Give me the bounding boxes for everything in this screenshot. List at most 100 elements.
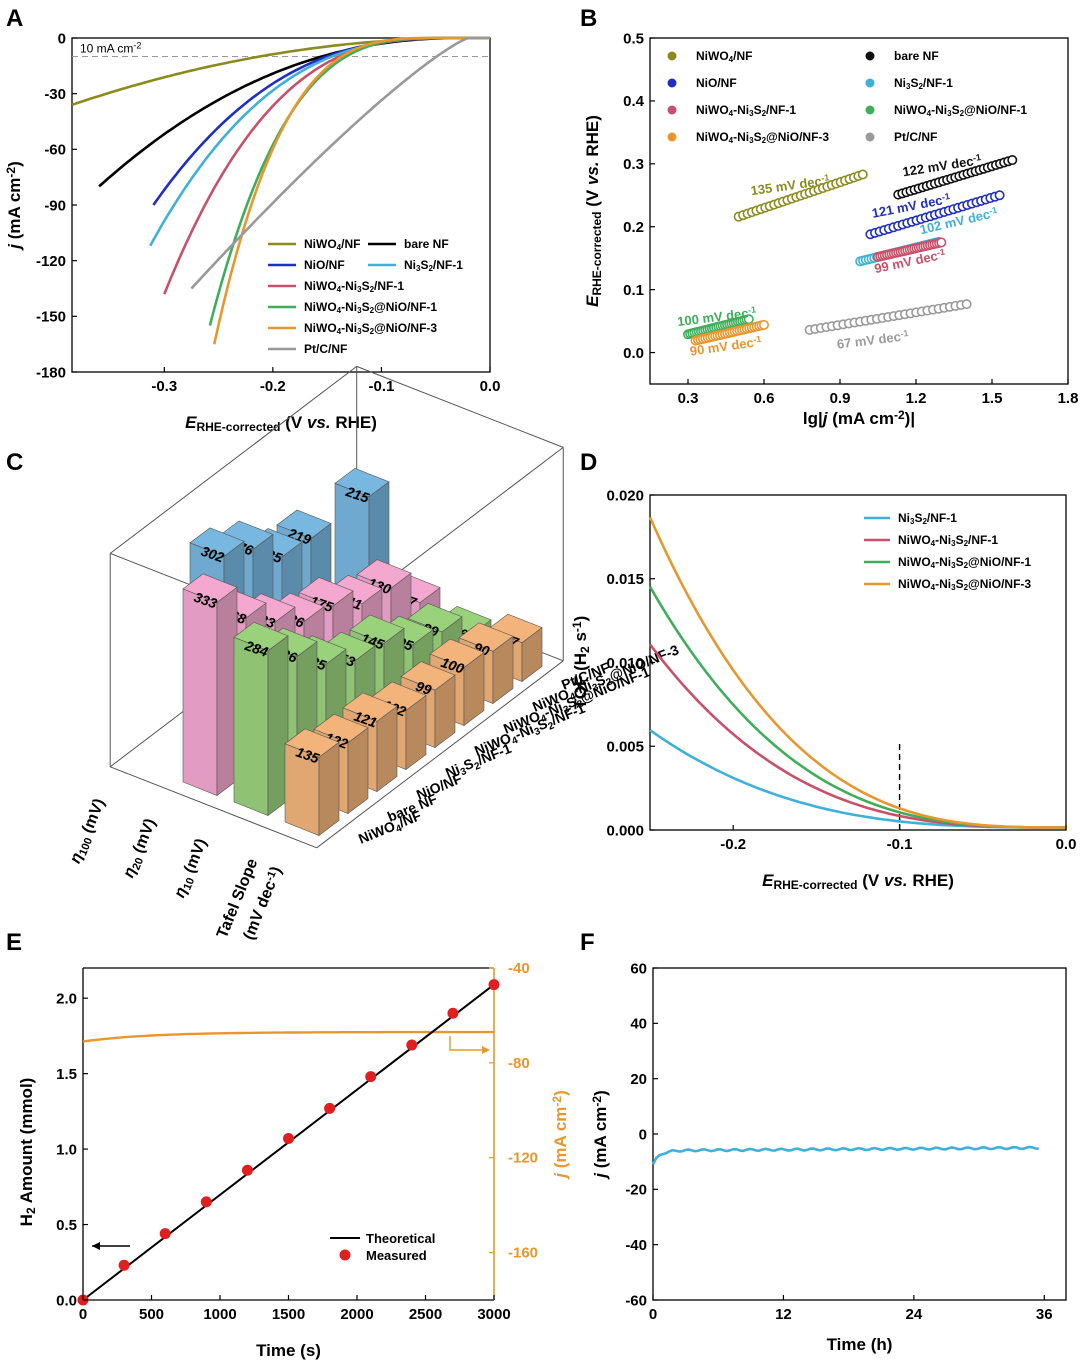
- y-tick-label: 2.0: [56, 990, 77, 1007]
- legend-label: NiWO4-Ni3S2@NiO/NF-1: [894, 103, 1027, 118]
- x-tick-label: 0.3: [678, 390, 699, 407]
- bar-value-label: 302: [199, 543, 226, 566]
- chart-a-polarization: 10 mA cm-2 -0.3 -0.2 -0.1 0.0 0 -30 -60 -90 -120 -…: [4, 30, 500, 434]
- panel-label-c: C: [6, 449, 23, 476]
- bar-value-label: 284: [242, 637, 270, 660]
- y-tick-label: -60: [625, 1292, 647, 1309]
- legend-label: Pt/C/NF: [304, 342, 347, 356]
- bar-value-label: 215: [343, 483, 371, 506]
- series-b-4: [872, 237, 947, 262]
- legend-d: Ni3S2/NF-1 NiWO4-Ni3S2/NF-1 NiWO4-Ni3S2@Ni…: [864, 511, 1031, 592]
- series-b-1: [893, 155, 1018, 200]
- slope-label: 67 mV dec-1: [836, 328, 910, 352]
- bar-top-face: [298, 577, 354, 607]
- data-point: [857, 169, 868, 180]
- x-tick-label: 1.2: [906, 390, 927, 407]
- arrow-right-axis: [449, 1036, 488, 1051]
- y-tick-label: 0: [639, 1126, 647, 1143]
- x-tick-label: 2000: [340, 1306, 373, 1323]
- current-trace: [82, 1030, 494, 1043]
- bar-top-face: [284, 728, 340, 758]
- data-point: [994, 190, 1005, 201]
- panel-label-e: E: [6, 929, 22, 956]
- x-tick-label: 36: [1036, 1306, 1053, 1323]
- legend-label: NiWO4-Ni3S2/NF-1: [696, 103, 796, 118]
- bar-value-label: 100: [439, 654, 466, 677]
- y2-tick-label: -80: [508, 1055, 530, 1072]
- x-tick-label: 2500: [409, 1306, 442, 1323]
- metric-label: η100 (mV): [67, 796, 110, 866]
- series-b-0: [733, 169, 868, 222]
- annotation-10ma: 10 mA cm-2: [80, 41, 141, 56]
- legend-label: NiWO4-Ni3S2/NF-1: [304, 279, 404, 294]
- series-pt: [190, 36, 490, 290]
- box-edge: [109, 366, 358, 554]
- x-axis-title: ERHE-corrected (V vs. RHE): [762, 871, 954, 892]
- x-tick-label: 3000: [477, 1306, 510, 1323]
- y-axis-title: j (mA cm-2): [4, 161, 24, 251]
- y-tick-label: 0.005: [606, 739, 644, 756]
- chart-e-faradaic: 0 500 1000 1500 2000 2500 3000 0.0 0.5 1.0 1.5 2.0 -…: [17, 960, 570, 1360]
- y-tick-label: 0.0: [56, 1292, 77, 1309]
- box-edge: [316, 660, 564, 849]
- x-tick-label: 0: [649, 1306, 657, 1323]
- y-tick-label: -90: [44, 197, 66, 214]
- x-tick-label: 0.0: [1056, 836, 1077, 853]
- panel-label-a: A: [6, 5, 23, 32]
- legend-label: Ni3S2/NF-1: [404, 258, 463, 273]
- bar-top-face: [356, 559, 412, 589]
- data-point: [961, 299, 972, 310]
- x-tick-label: 1.5: [982, 390, 1003, 407]
- measured-point: [488, 979, 500, 991]
- y-tick-label: 0.000: [606, 822, 644, 839]
- y-axis-title: TOF (H2 s-1): [570, 616, 592, 710]
- legend-marker: [667, 105, 677, 115]
- bar-top-face: [429, 638, 485, 668]
- bar-top-face: [400, 661, 456, 691]
- legend-label: NiWO4-Ni3S2@NiO/NF-1: [898, 555, 1031, 570]
- legend-marker: [667, 132, 677, 142]
- y-tick-label: 1.0: [56, 1141, 77, 1158]
- data-point: [1007, 155, 1018, 166]
- panel-label-d: D: [580, 449, 597, 476]
- x-tick-label: 1.8: [1058, 390, 1079, 407]
- x-tick-label: 24: [905, 1306, 922, 1323]
- metric-label: η10 (mV): [171, 836, 212, 901]
- bar-2-0: 284: [233, 621, 289, 817]
- bar-side-face: [318, 741, 340, 837]
- series-b-6: [690, 319, 769, 346]
- legend-label: NiWO4-Ni3S2@NiO/NF-3: [898, 577, 1031, 592]
- series-nwns: [163, 36, 490, 295]
- panel-label-f: F: [580, 929, 595, 956]
- legend-label: NiWO4/NF: [304, 237, 360, 252]
- stability-trace: [651, 1145, 1039, 1165]
- legend-label: NiWO4/NF: [696, 49, 752, 64]
- arrow-left-head: [92, 1242, 100, 1250]
- y-tick-label: -120: [36, 253, 66, 270]
- y2-axis-title: j (mA cm-2): [550, 1090, 570, 1180]
- panel-label-b: B: [580, 5, 597, 32]
- y-tick-label: 40: [630, 1016, 647, 1033]
- y-tick-label: 0.3: [623, 156, 644, 173]
- legend-label: NiWO4-Ni3S2@NiO/NF-3: [304, 321, 437, 336]
- series-b-5: [682, 314, 754, 340]
- x-tick-label: 1500: [272, 1306, 305, 1323]
- chart-f-stability: 0 12 24 36 60 40 20 0 -20 -40 -60 Time (h) j (mA cm-…: [590, 960, 1067, 1354]
- arrow-right-head: [482, 1046, 490, 1054]
- legend-label: NiO/NF: [696, 76, 737, 90]
- measured-point: [283, 1133, 294, 1145]
- measured-point: [447, 1007, 459, 1019]
- x-axis-title: lg|j (mA cm-2)|: [803, 408, 915, 428]
- y-tick-label: -180: [36, 364, 66, 381]
- legend-label: NiWO4-Ni3S2@NiO/NF-3: [696, 130, 829, 145]
- x-tick-label: 0.6: [754, 390, 775, 407]
- bar-top-face: [349, 614, 405, 644]
- measured-point: [241, 1164, 253, 1176]
- bar-top-face: [342, 692, 398, 722]
- y-tick-label: -30: [44, 86, 66, 103]
- series-d-1: [648, 643, 1066, 829]
- y-axis-title: H2 Amount (mmol): [17, 1078, 38, 1227]
- series-d-0: [649, 729, 1066, 829]
